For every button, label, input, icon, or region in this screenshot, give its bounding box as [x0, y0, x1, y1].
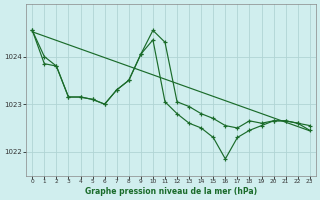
- X-axis label: Graphe pression niveau de la mer (hPa): Graphe pression niveau de la mer (hPa): [85, 187, 257, 196]
